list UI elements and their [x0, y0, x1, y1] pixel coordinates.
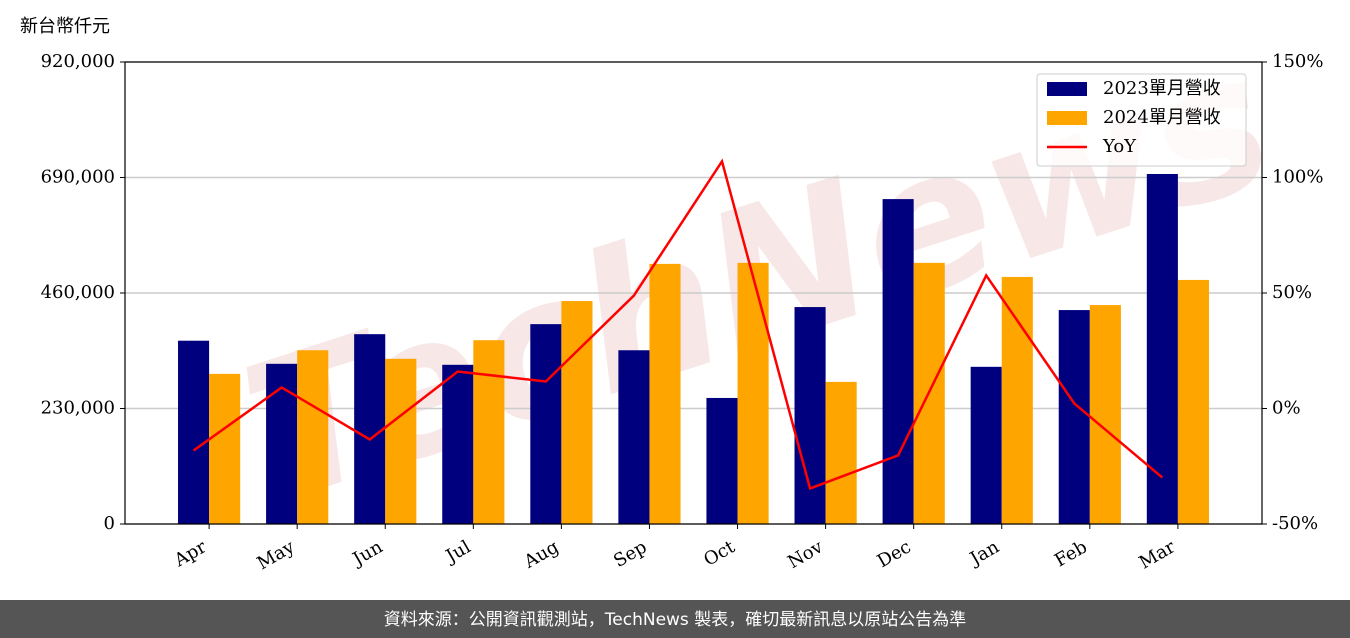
x-tick-label: Apr: [170, 536, 210, 571]
bar: [649, 263, 681, 524]
legend-label: 2024單月營收: [1103, 107, 1221, 128]
x-tick-label: Jun: [348, 536, 387, 571]
y-tick-label: 920,000: [41, 51, 115, 72]
bar: [178, 340, 210, 524]
line: [192, 158, 1164, 491]
bar: [794, 307, 826, 524]
y-tick-label: 460,000: [41, 282, 115, 303]
y2-tick-label: 100%: [1272, 167, 1323, 188]
legend-label: YoY: [1102, 136, 1137, 157]
bar: [1001, 276, 1033, 524]
bar: [618, 350, 650, 524]
legend-swatch: [1047, 82, 1087, 96]
bar: [1058, 310, 1090, 524]
bar: [1177, 279, 1209, 524]
bar: [385, 358, 417, 524]
x-tick-label: Oct: [700, 536, 739, 571]
y-tick-label: 230,000: [41, 398, 115, 419]
footer: [0, 600, 1350, 638]
bar: [354, 334, 386, 524]
x-tick-label: Jan: [965, 536, 1003, 570]
y-axis-label: 新台幣仟元: [20, 16, 110, 37]
x-tick-label: Mar: [1136, 536, 1180, 573]
bar: [882, 199, 914, 524]
y2-tick-label: 0%: [1272, 398, 1301, 419]
bar: [825, 381, 857, 524]
x-tick-label: Jul: [441, 536, 475, 568]
bar: [530, 324, 562, 524]
bar: [737, 262, 769, 524]
x-tick-label: Dec: [874, 536, 915, 572]
bar: [297, 350, 329, 524]
x-tick-label: Nov: [784, 536, 827, 573]
source: 資料來源：公開資訊觀測站，TechNews 製表，確切最新訊息以原站公告為準: [384, 610, 966, 630]
y2-tick-label: 50%: [1272, 282, 1312, 303]
x-tick-label: Aug: [520, 536, 563, 573]
bar: [1146, 173, 1178, 524]
y-tick-label: 0: [104, 513, 115, 534]
x-tick-label: Sep: [610, 536, 650, 571]
bar: [1089, 305, 1121, 524]
y2-tick-label: -50%: [1272, 513, 1318, 534]
bar: [706, 397, 738, 524]
bar: [442, 364, 474, 524]
legend: [1036, 73, 1247, 167]
bar: [209, 373, 241, 524]
legend-label: 2023單月營收: [1103, 78, 1221, 99]
bar: [561, 301, 593, 524]
y-tick-label: 690,000: [41, 167, 115, 188]
y2-tick-label: 150%: [1272, 51, 1323, 72]
legend-swatch: [1047, 111, 1087, 125]
bar: [266, 363, 298, 524]
bar: [473, 340, 505, 524]
bar: [970, 366, 1002, 524]
x-tick-label: Feb: [1051, 536, 1091, 571]
plot-frame: [124, 61, 1263, 525]
